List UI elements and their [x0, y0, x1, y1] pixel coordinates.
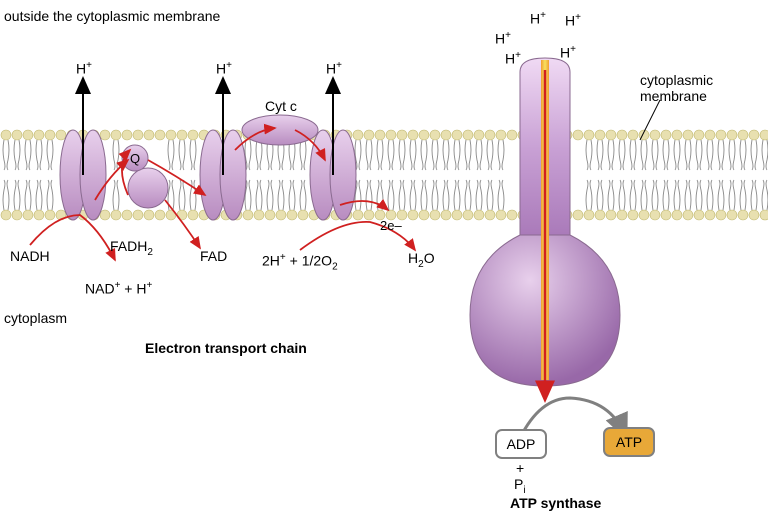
h2o2-label: 2H+ + 1/2O2	[262, 252, 338, 272]
h2o-label: H2O	[408, 250, 435, 270]
svg-text:Q: Q	[130, 151, 140, 166]
plus-label: +	[516, 460, 524, 476]
h-plus-s3: H+	[565, 12, 581, 29]
atp-box: ATP	[604, 428, 654, 456]
h-plus-s1: H+	[495, 30, 511, 47]
nad-h-label: NAD+ + H+	[85, 280, 152, 297]
fadh2-label: FADH2	[110, 238, 153, 258]
q-carrier: Q	[122, 145, 168, 208]
h-plus-s5: H+	[560, 44, 576, 61]
nadh-label: NADH	[10, 248, 50, 264]
outside-label: outside the cytoplasmic membrane	[4, 8, 220, 24]
cyt-c-protein	[242, 115, 318, 145]
h-plus-s4: H+	[505, 50, 521, 67]
svg-text:ADP: ADP	[507, 436, 536, 452]
pi-label: Pi	[514, 476, 526, 496]
membrane-label: cytoplasmic membrane	[640, 72, 713, 104]
atp-synthase-title: ATP synthase	[510, 495, 601, 511]
h-plus-3: H+	[326, 60, 342, 77]
fad-label: FAD	[200, 248, 227, 264]
svg-text:ATP: ATP	[616, 434, 642, 450]
etc-title: Electron transport chain	[145, 340, 307, 356]
e2-label: 2e–	[380, 218, 402, 233]
cyt-c-label: Cyt c	[265, 98, 297, 114]
h-plus-1: H+	[76, 60, 92, 77]
h-plus-s2: H+	[530, 10, 546, 27]
adp-box: ADP	[496, 430, 546, 458]
h-plus-2: H+	[216, 60, 232, 77]
cytoplasm-label: cytoplasm	[4, 310, 67, 326]
atp-synthase	[470, 58, 620, 398]
